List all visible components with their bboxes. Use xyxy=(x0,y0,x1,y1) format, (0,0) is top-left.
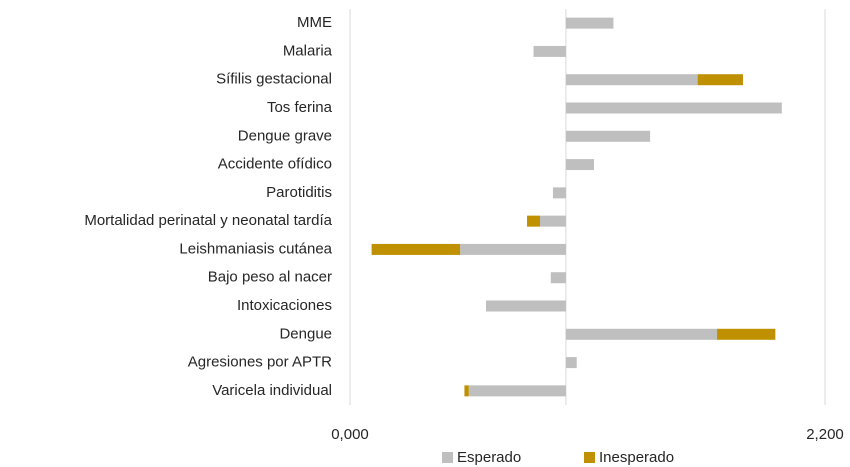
y-tick-label: Agresiones por APTR xyxy=(188,354,332,371)
legend-label: Inesperado xyxy=(599,449,674,466)
bar xyxy=(550,272,566,284)
bar xyxy=(533,45,566,57)
legend-label: Esperado xyxy=(457,449,521,466)
legend-swatch xyxy=(442,452,453,463)
y-tick-label: Dengue xyxy=(279,325,332,342)
bar xyxy=(565,357,577,369)
bar xyxy=(717,328,776,340)
bar xyxy=(468,385,566,397)
bar xyxy=(527,215,540,227)
bar xyxy=(565,102,782,114)
legend-swatch xyxy=(584,452,595,463)
bar xyxy=(565,74,698,86)
bar xyxy=(565,328,718,340)
bar xyxy=(371,243,461,255)
x-tick-label: 2,200 xyxy=(806,426,844,443)
bar xyxy=(697,74,743,86)
bar xyxy=(565,17,614,29)
y-tick-label: Bajo peso al nacer xyxy=(208,269,332,286)
bar xyxy=(464,385,469,397)
y-tick-label: Malaria xyxy=(283,42,333,59)
y-tick-label: MME xyxy=(297,14,332,31)
y-tick-label: Sífilis gestacional xyxy=(216,71,332,88)
y-tick-label: Tos ferina xyxy=(267,99,333,116)
y-tick-label: Accidente ofídico xyxy=(218,156,332,173)
bar xyxy=(552,187,566,199)
y-tick-label: Parotiditis xyxy=(266,184,332,201)
bar xyxy=(540,215,566,227)
bar xyxy=(565,159,594,171)
y-tick-label: Mortalidad perinatal y neonatal tardía xyxy=(84,212,332,229)
y-tick-label: Leishmaniasis cutánea xyxy=(179,240,332,257)
bar xyxy=(460,243,566,255)
y-tick-label: Dengue grave xyxy=(238,127,332,144)
bar xyxy=(486,300,566,312)
y-tick-label: Intoxicaciones xyxy=(237,297,332,314)
y-tick-label: Varicela individual xyxy=(212,382,332,399)
x-tick-label: 0,000 xyxy=(331,426,369,443)
bar xyxy=(565,130,651,142)
